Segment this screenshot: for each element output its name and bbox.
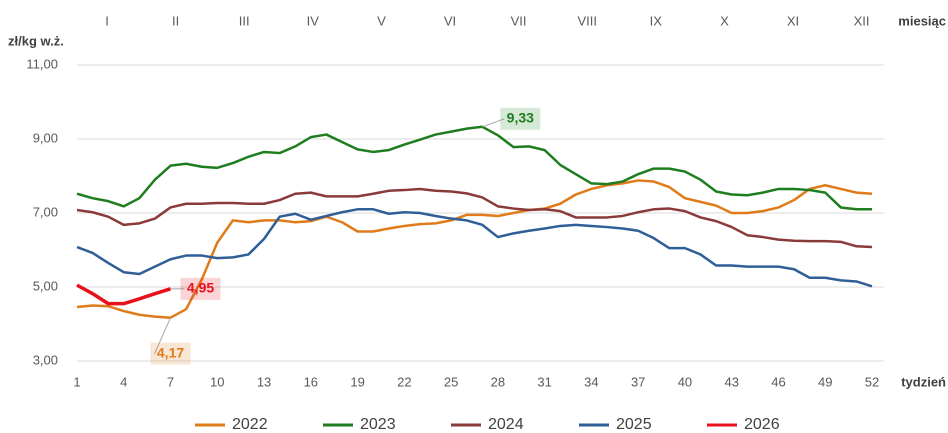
y-tick-label: 9,00	[33, 130, 58, 145]
month-label: XI	[787, 13, 799, 28]
x-tick-label: 28	[491, 374, 505, 389]
x-tick-label: 19	[350, 374, 364, 389]
label-leader	[482, 118, 505, 128]
month-label: X	[720, 13, 729, 28]
period-label: miesiąc	[898, 13, 946, 28]
month-label: XII	[854, 13, 870, 28]
y-tick-label: 3,00	[33, 352, 58, 367]
x-tick-label: 37	[631, 374, 645, 389]
month-label: V	[377, 13, 386, 28]
data-label: 9,33	[507, 109, 534, 125]
y-axis-label: zł/kg w.ż.	[8, 33, 64, 48]
data-label: 4,17	[157, 344, 184, 360]
legend-label: 2022	[232, 416, 268, 433]
x-tick-label: 31	[537, 374, 551, 389]
x-tick-label: 16	[304, 374, 318, 389]
month-label: III	[239, 13, 250, 28]
month-label: IV	[307, 13, 320, 28]
x-tick-label: 49	[818, 374, 832, 389]
x-tick-label: 46	[771, 374, 785, 389]
x-tick-label: 34	[584, 374, 598, 389]
x-tick-label: 13	[257, 374, 271, 389]
x-tick-label: 25	[444, 374, 458, 389]
y-tick-label: 7,00	[33, 204, 58, 219]
x-tick-label: 1	[73, 374, 80, 389]
month-label: II	[172, 13, 179, 28]
month-label: IX	[650, 13, 663, 28]
data-label: 4,95	[187, 280, 214, 296]
legend-label: 2025	[616, 416, 652, 433]
series-line	[76, 125, 872, 211]
x-tick-label: 4	[120, 374, 127, 389]
label-box	[150, 342, 191, 365]
y-tick-label: 5,00	[33, 278, 58, 293]
x-tick-label: 22	[397, 374, 411, 389]
series-line	[76, 283, 172, 306]
legend-label: 2023	[360, 416, 396, 433]
legend-label: 2026	[744, 416, 780, 433]
series-line	[76, 179, 873, 319]
label-box	[180, 277, 221, 300]
x-tick-label: 10	[210, 374, 224, 389]
x-axis-label: tydzień	[901, 374, 946, 389]
x-tick-label: 7	[167, 374, 174, 389]
x-tick-label: 43	[724, 374, 738, 389]
y-tick-label: 11,00	[26, 56, 58, 71]
legend-label: 2024	[488, 416, 524, 433]
month-label: I	[105, 13, 109, 28]
series-line	[76, 187, 873, 249]
month-label: VI	[444, 13, 456, 28]
label-leader	[154, 317, 171, 354]
series-line	[76, 208, 873, 288]
month-label: VII	[511, 13, 527, 28]
label-box	[500, 107, 541, 130]
x-tick-label: 40	[678, 374, 692, 389]
x-tick-label: 52	[865, 374, 879, 389]
month-label: VIII	[577, 13, 597, 28]
